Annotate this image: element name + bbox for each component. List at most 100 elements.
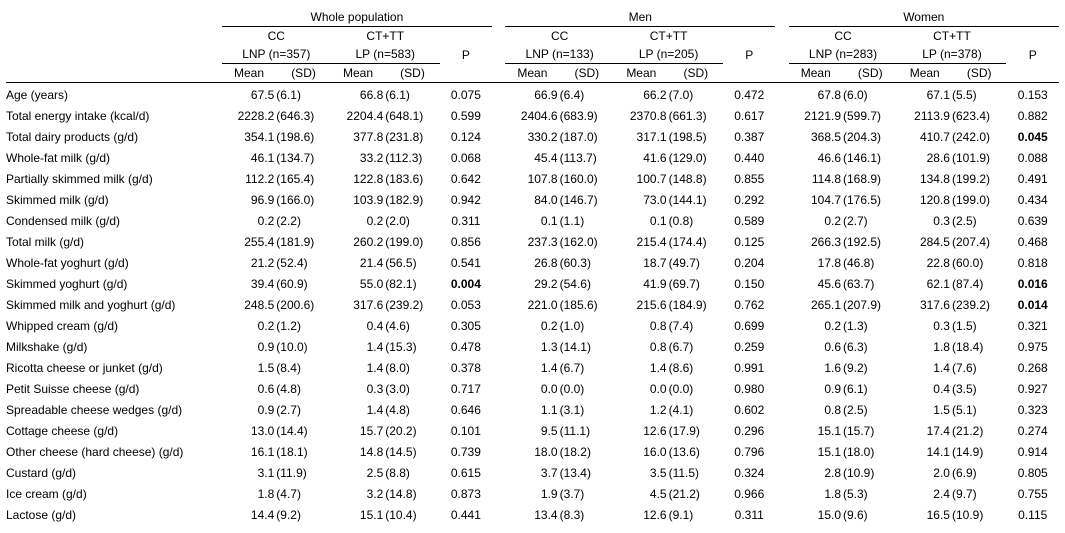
p-value: 0.016 bbox=[1006, 272, 1059, 293]
mean-value: 67.8 bbox=[789, 83, 843, 104]
sd-value: (2.7) bbox=[276, 398, 330, 419]
mean-value: 2404.6 bbox=[505, 104, 559, 125]
mean-value: 66.9 bbox=[505, 83, 559, 104]
sd-value: (11.9) bbox=[276, 461, 330, 482]
p-value: 0.762 bbox=[723, 293, 775, 314]
p-value: 0.699 bbox=[723, 314, 775, 335]
table-row: Total energy intake (kcal/d)2228.2(646.3… bbox=[6, 104, 1059, 125]
sd-value: (112.3) bbox=[385, 146, 439, 167]
mean-value: 215.4 bbox=[614, 230, 668, 251]
row-label: Total dairy products (g/d) bbox=[6, 125, 222, 146]
row-label: Lactose (g/d) bbox=[6, 503, 222, 524]
mean-value: 12.6 bbox=[614, 419, 668, 440]
mean-value: 1.4 bbox=[614, 356, 668, 377]
table-row: Whipped cream (g/d)0.2(1.2)0.4(4.6)0.305… bbox=[6, 314, 1059, 335]
mean-value: 14.1 bbox=[897, 440, 951, 461]
p-value: 0.975 bbox=[1006, 335, 1059, 356]
hdr-mean: Mean bbox=[331, 64, 385, 83]
sd-value: (7.0) bbox=[669, 83, 723, 104]
mean-value: 0.2 bbox=[222, 209, 276, 230]
sd-value: (4.6) bbox=[385, 314, 439, 335]
table-row: Condensed milk (g/d)0.2(2.2)0.2(2.0)0.31… bbox=[6, 209, 1059, 230]
p-value: 0.153 bbox=[1006, 83, 1059, 104]
sd-value: (52.4) bbox=[276, 251, 330, 272]
sd-value: (166.0) bbox=[276, 188, 330, 209]
p-value: 0.882 bbox=[1006, 104, 1059, 125]
data-table: Whole population Men Women CC CT+TT P CC… bbox=[6, 8, 1059, 524]
sd-value: (9.2) bbox=[276, 503, 330, 524]
mean-value: 17.4 bbox=[897, 419, 951, 440]
p-value: 0.124 bbox=[440, 125, 492, 146]
sd-value: (146.7) bbox=[560, 188, 614, 209]
mean-value: 1.5 bbox=[222, 356, 276, 377]
hdr-sd: (SD) bbox=[276, 64, 330, 83]
mean-value: 248.5 bbox=[222, 293, 276, 314]
mean-value: 0.6 bbox=[789, 335, 843, 356]
sd-value: (10.0) bbox=[276, 335, 330, 356]
p-value: 0.873 bbox=[440, 482, 492, 503]
sd-value: (6.3) bbox=[843, 335, 897, 356]
sd-value: (60.9) bbox=[276, 272, 330, 293]
row-label: Cottage cheese (g/d) bbox=[6, 419, 222, 440]
mean-value: 41.9 bbox=[614, 272, 668, 293]
sd-value: (5.5) bbox=[952, 83, 1006, 104]
mean-value: 18.7 bbox=[614, 251, 668, 272]
mean-value: 21.2 bbox=[222, 251, 276, 272]
mean-value: 0.3 bbox=[331, 377, 385, 398]
p-value: 0.378 bbox=[440, 356, 492, 377]
sd-value: (162.0) bbox=[560, 230, 614, 251]
sd-value: (6.9) bbox=[952, 461, 1006, 482]
mean-value: 15.1 bbox=[331, 503, 385, 524]
sd-value: (239.2) bbox=[385, 293, 439, 314]
mean-value: 0.2 bbox=[331, 209, 385, 230]
col-p: P bbox=[723, 27, 775, 64]
mean-value: 266.3 bbox=[789, 230, 843, 251]
sd-value: (242.0) bbox=[952, 125, 1006, 146]
mean-value: 9.5 bbox=[505, 419, 559, 440]
sd-value: (18.4) bbox=[952, 335, 1006, 356]
sd-value: (9.1) bbox=[669, 503, 723, 524]
col-cc-sub-0: LNP (n=357) bbox=[222, 45, 331, 64]
mean-value: 2.4 bbox=[897, 482, 951, 503]
sd-value: (8.0) bbox=[385, 356, 439, 377]
mean-value: 45.4 bbox=[505, 146, 559, 167]
sd-value: (623.4) bbox=[952, 104, 1006, 125]
row-label: Skimmed milk and yoghurt (g/d) bbox=[6, 293, 222, 314]
mean-value: 15.1 bbox=[789, 419, 843, 440]
sd-value: (14.4) bbox=[276, 419, 330, 440]
hdr-sd: (SD) bbox=[385, 64, 439, 83]
row-label: Total energy intake (kcal/d) bbox=[6, 104, 222, 125]
sd-value: (187.0) bbox=[560, 125, 614, 146]
mean-value: 1.8 bbox=[789, 482, 843, 503]
mean-value: 0.0 bbox=[614, 377, 668, 398]
mean-value: 0.1 bbox=[505, 209, 559, 230]
p-value: 0.292 bbox=[723, 188, 775, 209]
sd-value: (8.4) bbox=[276, 356, 330, 377]
sd-value: (160.0) bbox=[560, 167, 614, 188]
mean-value: 16.1 bbox=[222, 440, 276, 461]
sd-value: (4.8) bbox=[385, 398, 439, 419]
sd-value: (199.0) bbox=[952, 188, 1006, 209]
mean-value: 13.0 bbox=[222, 419, 276, 440]
col-ct-sub-1: LP (n=205) bbox=[614, 45, 723, 64]
mean-value: 0.8 bbox=[614, 314, 668, 335]
p-value: 0.101 bbox=[440, 419, 492, 440]
mean-value: 33.2 bbox=[331, 146, 385, 167]
sd-value: (7.6) bbox=[952, 356, 1006, 377]
sd-value: (2.7) bbox=[843, 209, 897, 230]
table-row: Ricotta cheese or junket (g/d)1.5(8.4)1.… bbox=[6, 356, 1059, 377]
mean-value: 15.7 bbox=[331, 419, 385, 440]
p-value: 0.468 bbox=[1006, 230, 1059, 251]
mean-value: 73.0 bbox=[614, 188, 668, 209]
hdr-mean: Mean bbox=[614, 64, 668, 83]
col-ct-sub-0: LP (n=583) bbox=[331, 45, 440, 64]
sd-value: (9.6) bbox=[843, 503, 897, 524]
sd-value: (174.4) bbox=[669, 230, 723, 251]
hdr-mean: Mean bbox=[222, 64, 276, 83]
sd-value: (49.7) bbox=[669, 251, 723, 272]
mean-value: 368.5 bbox=[789, 125, 843, 146]
mean-value: 16.5 bbox=[897, 503, 951, 524]
mean-value: 28.6 bbox=[897, 146, 951, 167]
p-value: 0.805 bbox=[1006, 461, 1059, 482]
sd-value: (13.6) bbox=[669, 440, 723, 461]
